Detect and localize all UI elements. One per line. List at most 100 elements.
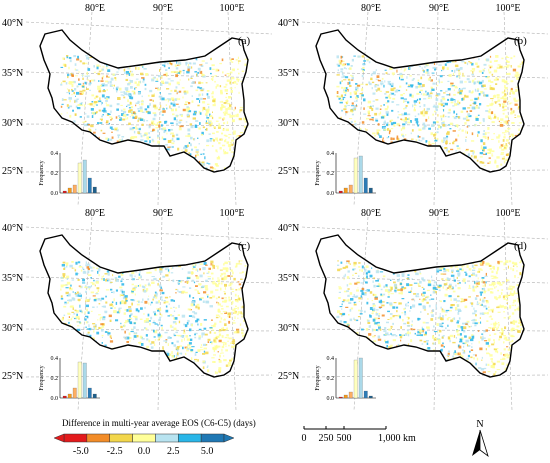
histogram-bar: [92, 186, 97, 194]
histogram-bar: [363, 390, 368, 399]
scale-tick: 250: [319, 433, 334, 444]
histogram-bar: [338, 190, 343, 194]
legend-swatch: [178, 433, 202, 443]
map-canvas: 80°E 90°E 100°E 40°N 35°N 30°N 25°N (d) Frequenc…: [278, 208, 549, 411]
map-canvas: 80°E 90°E 100°E 40°N 35°N 30°N 25°N (b) Frequenc…: [278, 3, 549, 206]
histogram-bar: [353, 157, 358, 194]
longitude-label: 90°E: [429, 208, 449, 219]
histogram-bar: [358, 357, 363, 399]
latitude-label: 25°N: [278, 371, 299, 382]
map-canvas: 80°E 90°E 100°E 40°N 35°N 30°N 25°N (c) Frequenc…: [2, 208, 273, 411]
latitude-label: 40°N: [2, 18, 23, 29]
histogram-bar: [343, 394, 348, 399]
legend-swatch: [109, 433, 133, 443]
legend-tick: -2.5: [107, 446, 123, 457]
histogram-bar: [67, 187, 72, 194]
histogram-y-label: Frequency: [39, 365, 45, 390]
frequency-histogram: Frequency 0.4 0.2 0.0: [315, 356, 376, 402]
histogram-tick: 0.4: [51, 151, 59, 157]
histogram-y-label: Frequency: [315, 160, 321, 185]
histogram-bar: [343, 187, 348, 194]
graticule: [25, 11, 273, 206]
histogram-bar: [368, 187, 373, 194]
latitude-label: 40°N: [2, 223, 23, 234]
plateau-outline: [39, 234, 249, 378]
longitude-label: 90°E: [153, 3, 173, 14]
legend-title: Difference in multi-year average EOS (C6…: [62, 418, 256, 428]
latitude-label: 35°N: [2, 273, 23, 284]
scale-tick: 1,000 km: [378, 433, 416, 444]
latitude-label: 30°N: [2, 118, 23, 129]
map-canvas: 80°E 90°E 100°E 40°N 35°N 30°N 25°N (a) Frequenc…: [2, 3, 273, 206]
histogram-bar: [92, 393, 97, 399]
legend-swatch: [155, 433, 179, 443]
longitude-label: 80°E: [85, 3, 105, 14]
latitude-label: 35°N: [2, 68, 23, 79]
histogram-tick: 0.2: [327, 376, 335, 382]
panel-label: (a): [238, 35, 251, 47]
scale-tick: 500: [337, 433, 352, 444]
histogram-tick: 0.4: [327, 151, 335, 157]
histogram-bar: [82, 159, 87, 194]
scale-tick: 0: [302, 433, 307, 444]
legend-swatch: [200, 433, 225, 443]
legend-swatch: [86, 433, 110, 443]
latitude-label: 40°N: [278, 223, 299, 234]
histogram-bar: [87, 177, 92, 194]
longitude-label: 90°E: [153, 208, 173, 219]
histogram-bar: [87, 387, 92, 399]
latitude-label: 40°N: [278, 18, 299, 29]
histogram-tick: 0.0: [327, 396, 335, 402]
histogram-tick: 0.4: [327, 356, 335, 362]
histogram-tick: 0.2: [327, 171, 335, 177]
histogram-bar: [358, 155, 363, 194]
histogram-bar: [353, 359, 358, 399]
map-panel-a: 80°E 90°E 100°E 40°N 35°N 30°N 25°N (a) Frequenc…: [0, 0, 273, 206]
histogram-y-label: Frequency: [39, 160, 45, 185]
latitude-label: 25°N: [2, 371, 23, 382]
eos-difference-raster: [336, 55, 524, 172]
latitude-label: 25°N: [278, 166, 299, 177]
histogram-y-label: Frequency: [315, 365, 321, 390]
latitude-label: 35°N: [278, 273, 299, 284]
graticule: [301, 216, 549, 411]
legend-tick: -5.0: [73, 446, 89, 457]
eos-difference-raster: [60, 260, 248, 377]
histogram-bar: [338, 396, 343, 399]
frequency-histogram: Frequency 0.4 0.2 0.0: [315, 151, 376, 197]
histogram-tick: 0.0: [51, 396, 59, 402]
longitude-label: 100°E: [219, 3, 244, 14]
histogram-bar: [348, 391, 353, 399]
latitude-label: 35°N: [278, 68, 299, 79]
longitude-label: 80°E: [85, 208, 105, 219]
map-panel-c: 80°E 90°E 100°E 40°N 35°N 30°N 25°N (c) Frequenc…: [0, 205, 273, 411]
legend-tick: 0.0: [138, 446, 151, 457]
legend-swatch: [132, 433, 156, 443]
north-label: N: [476, 419, 483, 430]
histogram-bar: [363, 177, 368, 194]
longitude-label: 100°E: [495, 208, 520, 219]
histogram-bar: [72, 184, 77, 194]
histogram-bar: [82, 362, 87, 399]
map-panel-d: 80°E 90°E 100°E 40°N 35°N 30°N 25°N (d) Frequenc…: [276, 205, 549, 411]
histogram-tick: 0.0: [327, 191, 335, 197]
latitude-label: 30°N: [278, 118, 299, 129]
histogram-bar: [62, 395, 67, 399]
scale-bar: 0 250 500 1,000 km: [302, 426, 416, 444]
histogram-tick: 0.0: [51, 191, 59, 197]
north-arrow: N: [472, 419, 489, 458]
plateau-outline: [39, 29, 249, 173]
histogram-bar: [77, 162, 82, 194]
panel-label: (d): [514, 240, 527, 252]
plateau-outline: [315, 29, 525, 173]
longitude-label: 90°E: [429, 3, 449, 14]
longitude-label: 100°E: [495, 3, 520, 14]
histogram-bar: [348, 184, 353, 194]
panel-label: (b): [514, 35, 527, 47]
legend-swatch: [63, 433, 88, 443]
plateau-outline: [315, 234, 525, 378]
map-panel-b: 80°E 90°E 100°E 40°N 35°N 30°N 25°N (b) Frequenc…: [276, 0, 549, 206]
panel-label: (c): [238, 240, 251, 252]
north-arrow-icon: [472, 430, 480, 456]
color-legend: -5.0 -2.5 0.0 2.5 5.0: [53, 433, 235, 457]
